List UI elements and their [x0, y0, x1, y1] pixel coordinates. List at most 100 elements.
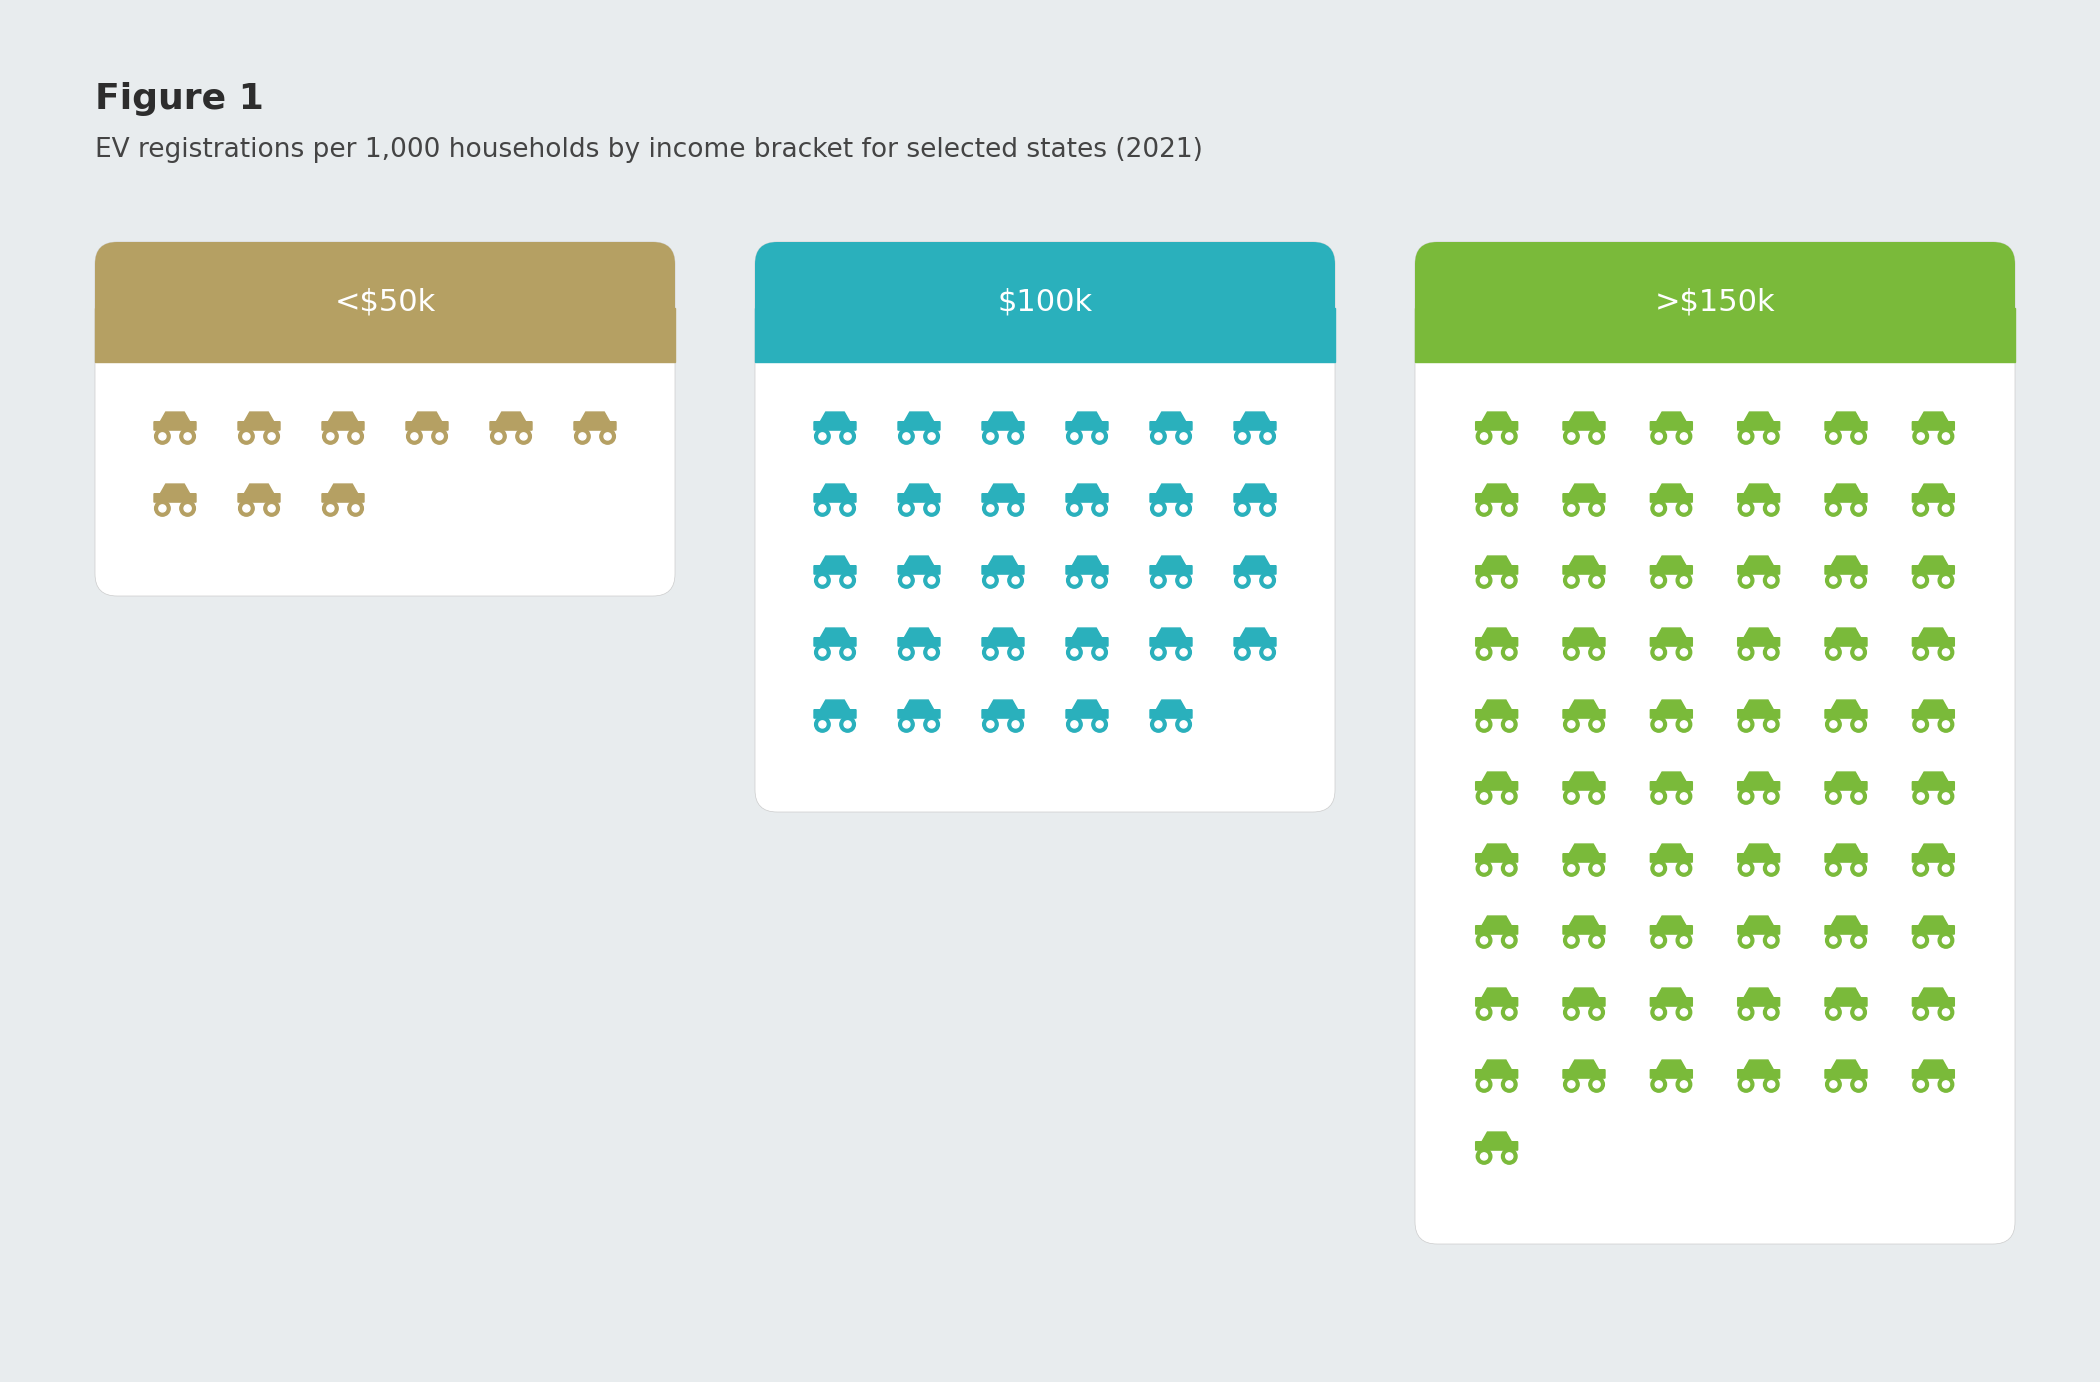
- Circle shape: [1651, 500, 1667, 515]
- Polygon shape: [983, 412, 1025, 430]
- Polygon shape: [1067, 701, 1109, 719]
- Circle shape: [1676, 1077, 1693, 1092]
- FancyBboxPatch shape: [1415, 242, 2016, 1244]
- Circle shape: [1569, 576, 1575, 585]
- Polygon shape: [1067, 627, 1109, 647]
- Circle shape: [1739, 789, 1754, 804]
- Circle shape: [1917, 1081, 1924, 1088]
- Circle shape: [239, 500, 254, 515]
- Circle shape: [580, 433, 586, 439]
- Circle shape: [1594, 721, 1600, 728]
- Circle shape: [1850, 717, 1867, 732]
- Circle shape: [899, 572, 914, 589]
- Polygon shape: [1913, 916, 1955, 934]
- Polygon shape: [153, 484, 195, 502]
- Circle shape: [1655, 721, 1663, 728]
- Polygon shape: [1476, 773, 1518, 791]
- Polygon shape: [1651, 412, 1693, 430]
- Circle shape: [815, 428, 830, 444]
- Circle shape: [903, 576, 909, 585]
- Circle shape: [1590, 1005, 1604, 1020]
- Circle shape: [1594, 433, 1600, 439]
- Circle shape: [1764, 500, 1779, 515]
- Circle shape: [1155, 504, 1161, 511]
- Polygon shape: [815, 556, 857, 574]
- Polygon shape: [899, 556, 941, 574]
- Circle shape: [1829, 576, 1838, 585]
- Circle shape: [1096, 721, 1102, 728]
- Circle shape: [1942, 865, 1949, 872]
- Circle shape: [1590, 644, 1604, 661]
- Circle shape: [1502, 717, 1516, 732]
- Circle shape: [1569, 504, 1575, 511]
- Circle shape: [349, 500, 363, 515]
- Polygon shape: [899, 412, 941, 430]
- Circle shape: [1155, 721, 1161, 728]
- Circle shape: [1942, 433, 1949, 439]
- Polygon shape: [1235, 627, 1277, 647]
- Circle shape: [1260, 428, 1275, 444]
- Circle shape: [1651, 933, 1667, 948]
- Circle shape: [1594, 793, 1600, 800]
- Circle shape: [1239, 433, 1245, 439]
- Circle shape: [1264, 576, 1270, 585]
- Circle shape: [244, 433, 250, 439]
- Circle shape: [1594, 1081, 1600, 1088]
- Circle shape: [1008, 500, 1023, 515]
- Circle shape: [1012, 433, 1018, 439]
- Circle shape: [928, 721, 934, 728]
- Circle shape: [1502, 933, 1516, 948]
- Circle shape: [1680, 433, 1688, 439]
- Polygon shape: [1476, 844, 1518, 862]
- Circle shape: [1913, 861, 1928, 876]
- Circle shape: [1680, 1081, 1688, 1088]
- Circle shape: [844, 576, 850, 585]
- Polygon shape: [1737, 701, 1779, 719]
- Bar: [1415, 308, 2016, 362]
- Circle shape: [1239, 504, 1245, 511]
- Circle shape: [1655, 937, 1663, 944]
- Polygon shape: [899, 484, 941, 502]
- Circle shape: [1743, 865, 1749, 872]
- Polygon shape: [1067, 556, 1109, 574]
- Polygon shape: [1235, 412, 1277, 430]
- Circle shape: [1092, 500, 1107, 515]
- Circle shape: [1012, 576, 1018, 585]
- Circle shape: [1938, 861, 1953, 876]
- Circle shape: [1938, 428, 1953, 444]
- Circle shape: [1850, 861, 1867, 876]
- Polygon shape: [1737, 556, 1779, 574]
- Circle shape: [1564, 644, 1579, 661]
- Circle shape: [1676, 861, 1693, 876]
- Circle shape: [1850, 500, 1867, 515]
- Polygon shape: [321, 484, 363, 502]
- Circle shape: [819, 721, 825, 728]
- Circle shape: [1850, 428, 1867, 444]
- Circle shape: [1917, 937, 1924, 944]
- Circle shape: [1239, 648, 1245, 656]
- Polygon shape: [983, 627, 1025, 647]
- Polygon shape: [1825, 844, 1867, 862]
- Circle shape: [1942, 576, 1949, 585]
- Circle shape: [1151, 428, 1166, 444]
- Circle shape: [1743, 576, 1749, 585]
- Circle shape: [1854, 1081, 1863, 1088]
- Circle shape: [1476, 1005, 1491, 1020]
- Polygon shape: [1825, 916, 1867, 934]
- Polygon shape: [815, 412, 857, 430]
- Circle shape: [1917, 504, 1924, 511]
- Circle shape: [899, 500, 914, 515]
- Circle shape: [437, 433, 443, 439]
- Polygon shape: [1737, 1060, 1779, 1078]
- Circle shape: [1155, 648, 1161, 656]
- Circle shape: [1917, 721, 1924, 728]
- Circle shape: [1569, 865, 1575, 872]
- Circle shape: [185, 504, 191, 511]
- Circle shape: [1825, 500, 1842, 515]
- Circle shape: [1092, 644, 1107, 661]
- Circle shape: [1071, 576, 1077, 585]
- Bar: [756, 308, 1336, 362]
- Circle shape: [1180, 648, 1186, 656]
- Polygon shape: [1913, 773, 1955, 791]
- Circle shape: [1564, 1005, 1579, 1020]
